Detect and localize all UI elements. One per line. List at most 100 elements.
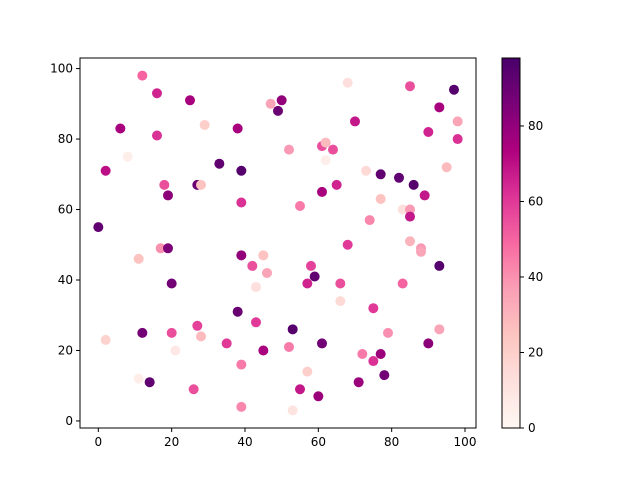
scatter-point xyxy=(199,119,210,130)
scatter-point xyxy=(185,95,195,106)
scatter-point xyxy=(452,134,463,145)
scatter-point xyxy=(452,116,463,127)
y-tick-label: 0 xyxy=(65,414,73,428)
scatter-point xyxy=(170,345,181,356)
scatter-point xyxy=(335,278,346,289)
scatter-point xyxy=(284,341,294,352)
scatter-point xyxy=(284,144,294,155)
scatter-point xyxy=(364,215,375,226)
scatter-point xyxy=(397,204,408,215)
scatter-point xyxy=(375,349,386,359)
scatter-point xyxy=(320,155,331,166)
scatter-point xyxy=(394,172,404,183)
scatter-point xyxy=(309,271,320,282)
colorbar-frame xyxy=(501,57,521,429)
scatter-point xyxy=(287,324,298,335)
scatter-point xyxy=(247,260,258,271)
scatter-point xyxy=(251,317,261,328)
scatter-point xyxy=(236,165,247,176)
scatter-point xyxy=(166,327,177,338)
scatter-point xyxy=(262,267,272,278)
y-tick-label: 60 xyxy=(58,203,73,217)
scatter-point xyxy=(419,190,430,201)
scatter-point xyxy=(214,158,225,169)
scatter-point xyxy=(236,250,247,261)
scatter-point xyxy=(133,373,144,384)
scatter-point xyxy=(100,165,111,176)
colorbar-tick-label: 20 xyxy=(528,345,543,359)
scatter-point xyxy=(137,327,148,338)
scatter-point xyxy=(379,370,390,381)
scatter-point xyxy=(405,81,415,92)
scatter-point xyxy=(196,179,206,190)
scatter-point xyxy=(163,243,173,254)
scatter-point xyxy=(302,366,313,377)
scatter-point xyxy=(375,193,386,204)
scatter-point xyxy=(342,77,353,88)
scatter-point xyxy=(320,137,331,148)
x-tick-label: 80 xyxy=(384,435,399,449)
scatter-point xyxy=(331,179,342,190)
scatter-point xyxy=(434,260,445,271)
x-tick-label: 100 xyxy=(454,435,477,449)
scatter-point xyxy=(350,116,360,127)
scatter-point xyxy=(295,201,305,211)
scatter-point xyxy=(434,102,445,113)
scatter-point xyxy=(342,239,353,250)
scatter-point xyxy=(397,278,408,289)
scatter-point xyxy=(408,179,419,190)
y-tick-label: 100 xyxy=(50,62,73,76)
scatter-point xyxy=(361,165,371,176)
scatter-point xyxy=(163,190,173,201)
scatter-point xyxy=(449,84,459,95)
scatter-point xyxy=(232,306,243,317)
scatter-point xyxy=(405,211,415,222)
scatter-point xyxy=(258,250,269,261)
scatter-point xyxy=(313,391,324,402)
y-tick-label: 80 xyxy=(58,132,73,146)
scatter-point xyxy=(166,278,177,289)
scatter-point xyxy=(115,123,126,134)
scatter-point xyxy=(159,179,170,190)
scatter-point xyxy=(383,327,393,338)
x-tick-label: 20 xyxy=(164,435,179,449)
scatter-point xyxy=(155,243,166,254)
scatter-point xyxy=(196,331,206,342)
scatter-point xyxy=(368,356,379,367)
scatter-point xyxy=(276,95,287,106)
scatter-point xyxy=(273,105,283,116)
scatter-point xyxy=(251,282,261,293)
scatter-point xyxy=(221,338,232,349)
y-tick-label: 20 xyxy=(58,343,73,357)
scatter-point xyxy=(152,88,162,99)
scatter-point xyxy=(357,349,368,359)
scatter-point xyxy=(295,384,305,395)
y-axis-ticks: 0 20 40 60 80 100 xyxy=(50,62,80,428)
scatter-point xyxy=(405,236,415,247)
scatter-point xyxy=(423,127,434,137)
scatter-point xyxy=(287,405,298,416)
colorbar-tick-label: 0 xyxy=(528,421,536,435)
colorbar-ticks: 0 20 40 60 80 xyxy=(520,119,543,435)
colorbar-tick-label: 40 xyxy=(528,270,543,284)
scatter-point xyxy=(306,260,316,271)
scatter-point xyxy=(416,246,426,257)
scatter-point xyxy=(335,296,346,307)
scatter-point xyxy=(133,253,144,264)
scatter-point xyxy=(405,204,415,215)
scatter-point xyxy=(100,334,111,345)
scatter-point xyxy=(434,324,445,335)
scatter-point xyxy=(236,359,247,370)
x-tick-label: 0 xyxy=(95,435,103,449)
plot-frame xyxy=(79,57,477,429)
scatter-point xyxy=(258,345,269,356)
scatter-point xyxy=(122,151,133,162)
scatter-point xyxy=(236,197,247,208)
scatter-point xyxy=(93,222,104,233)
scatter-point xyxy=(232,123,243,134)
scatter-point xyxy=(137,70,148,81)
scatter-point xyxy=(188,384,199,395)
scatter-point xyxy=(328,144,338,155)
scatter-point xyxy=(317,338,327,349)
scatter-point xyxy=(317,186,327,197)
